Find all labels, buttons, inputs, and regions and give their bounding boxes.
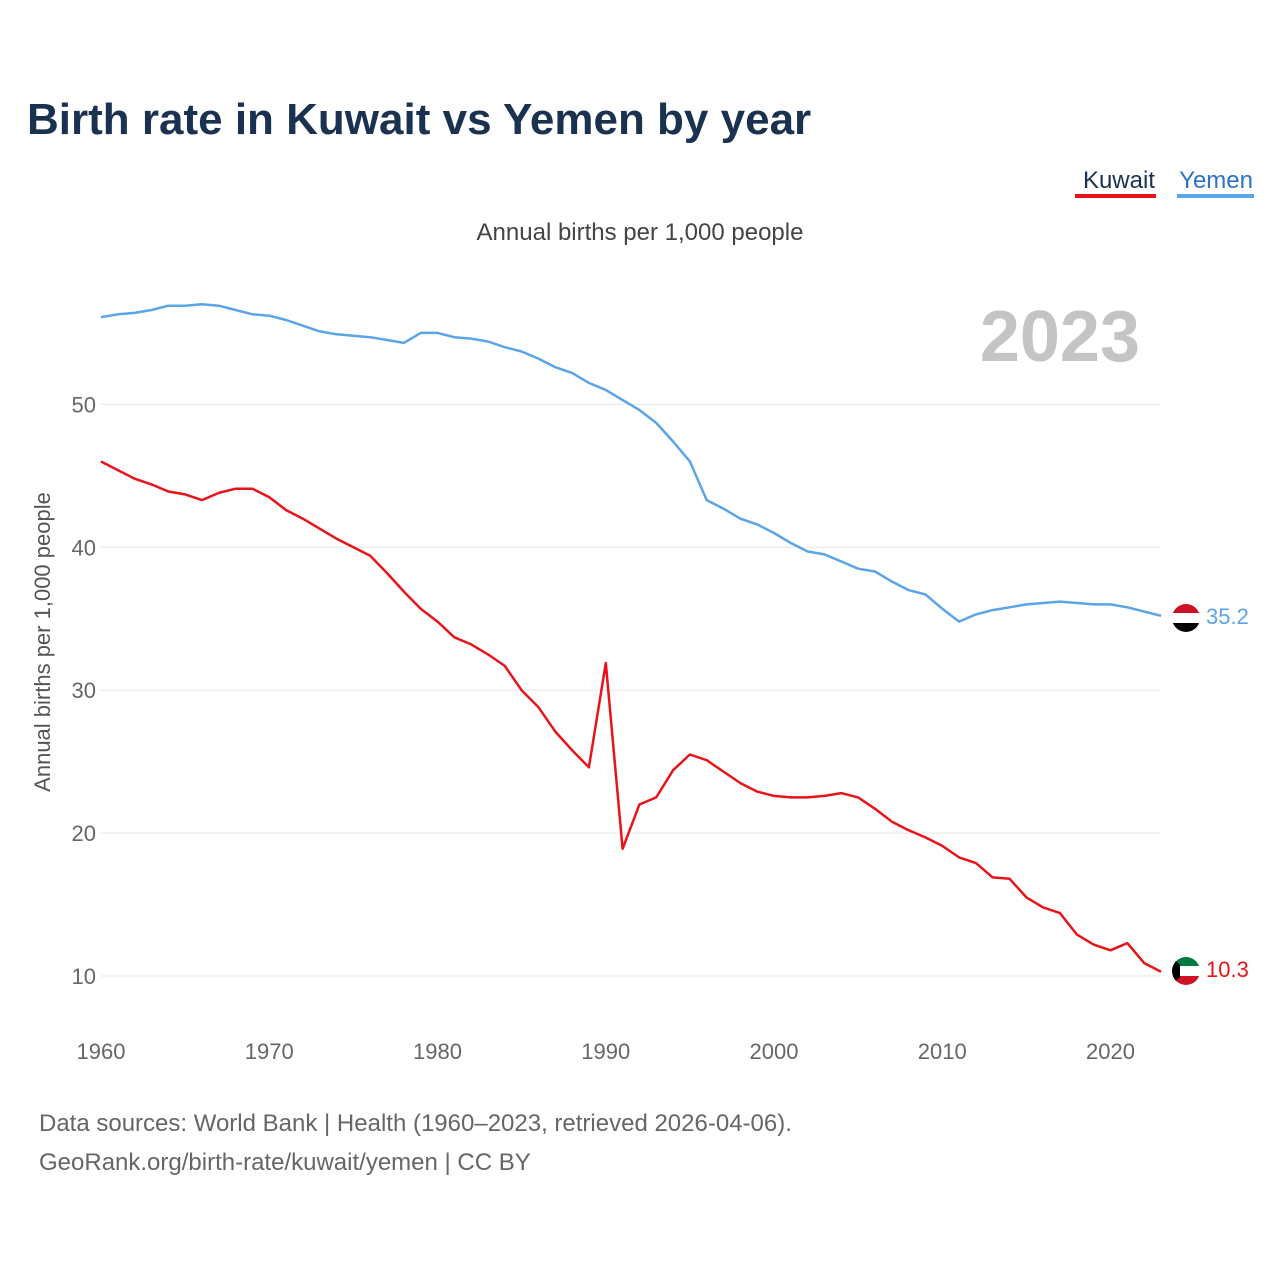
legend-kuwait-label[interactable]: Kuwait: [1083, 167, 1155, 194]
x-tick-label: 2000: [750, 1039, 799, 1064]
yemen-end-value: 35.2: [1206, 604, 1249, 629]
grid: [101, 403, 1161, 977]
series-lines: [100, 303, 1162, 973]
legend-yemen-label[interactable]: Yemen: [1179, 167, 1253, 194]
y-tick-label: 40: [72, 535, 96, 560]
x-tick-label: 1970: [245, 1039, 294, 1064]
x-tick-label: 2010: [918, 1039, 967, 1064]
x-tick-label: 1990: [581, 1039, 630, 1064]
y-axis-label: Annual births per 1,000 people: [30, 492, 55, 792]
yemen-flag-icon: [1172, 604, 1200, 632]
legend: Kuwait Yemen: [1075, 167, 1254, 198]
y-tick-label: 10: [72, 964, 96, 989]
x-tick-label: 1960: [77, 1039, 126, 1064]
series-line-kuwait[interactable]: [100, 460, 1162, 973]
source-line-2: GeoRank.org/birth-rate/kuwait/yemen | CC…: [39, 1149, 531, 1176]
chart-subtitle: Annual births per 1,000 people: [477, 219, 804, 246]
kuwait-flag-icon: [1172, 957, 1200, 985]
year-watermark: 2023: [980, 297, 1140, 377]
series-line-yemen[interactable]: [100, 303, 1162, 623]
x-axis-ticks: 1960 1970 1980 1990 2000 2010 2020: [77, 1039, 1135, 1064]
y-tick-label: 20: [72, 821, 96, 846]
chart-title: Birth rate in Kuwait vs Yemen by year: [27, 95, 811, 144]
y-tick-label: 30: [72, 678, 96, 703]
x-tick-label: 2020: [1086, 1039, 1135, 1064]
source-line-1: Data sources: World Bank | Health (1960–…: [39, 1110, 792, 1137]
x-tick-label: 1980: [413, 1039, 462, 1064]
y-tick-label: 50: [72, 392, 96, 417]
y-axis-ticks: 10 20 30 40 50: [72, 392, 96, 989]
kuwait-end-value: 10.3: [1206, 957, 1249, 982]
